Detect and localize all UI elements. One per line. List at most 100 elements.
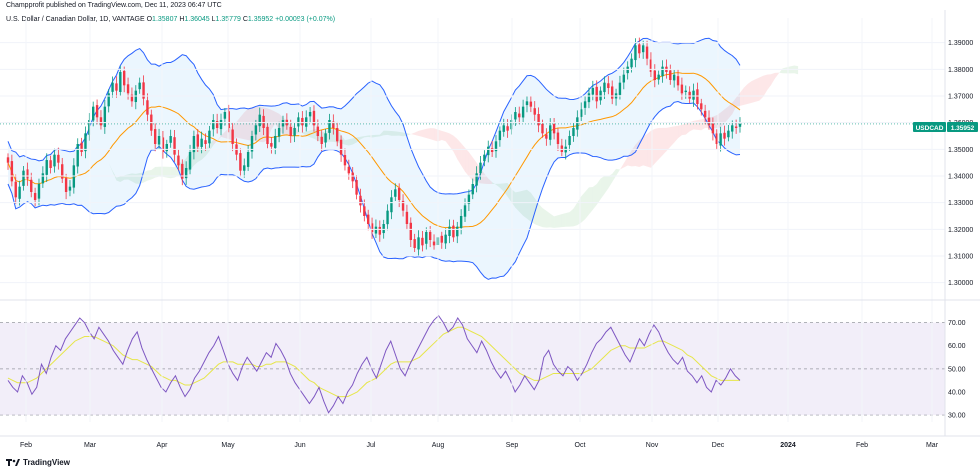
cloud-segment: [445, 132, 450, 147]
x-tick-label: Jul: [367, 442, 376, 449]
candle-body: [638, 44, 641, 54]
candle-body: [521, 106, 525, 118]
candle-body: [6, 157, 10, 163]
candle-body: [80, 142, 83, 152]
candle-body: [111, 82, 114, 92]
candle-body: [723, 132, 726, 139]
candle-body: [518, 113, 521, 118]
cloud-segment: [681, 123, 686, 136]
candle-body: [219, 120, 223, 130]
cloud-segment: [387, 130, 392, 136]
high-label: H: [179, 16, 185, 23]
candle-body: [463, 205, 467, 217]
tradingview-logo-icon: [6, 459, 20, 466]
candle-body: [161, 137, 165, 152]
x-tick-label: Apr: [157, 442, 169, 449]
candle-body: [475, 173, 478, 186]
footer-brand-label: TradingView: [23, 458, 70, 467]
candle-body: [587, 93, 591, 103]
candle-body: [401, 200, 405, 211]
candle-body: [363, 206, 366, 216]
candle-body: [196, 134, 199, 147]
cloud-segment: [689, 120, 694, 132]
candle-body: [177, 155, 180, 166]
price-tick-label: 1.30000: [948, 280, 973, 287]
candle-body: [250, 136, 254, 152]
candle-body: [676, 76, 680, 86]
candle-body: [707, 117, 711, 126]
cloud-segment: [418, 129, 423, 137]
cloud-segment: [151, 166, 156, 180]
cloud-segment: [554, 215, 558, 228]
candle-body: [580, 109, 583, 117]
candle-body: [692, 90, 695, 100]
cloud-segment: [399, 131, 404, 137]
cloud-segment: [395, 131, 400, 136]
candle-body: [61, 164, 64, 179]
candle-body: [409, 222, 412, 240]
candle-body: [510, 120, 513, 130]
candle-body: [270, 143, 273, 147]
cloud-segment: [767, 74, 771, 91]
candle-body: [200, 138, 203, 147]
footer-brand[interactable]: TradingView: [6, 458, 70, 467]
candle-body: [487, 146, 490, 156]
cloud-segment: [569, 208, 574, 227]
cloud-segment: [375, 134, 380, 137]
cloud-segment: [275, 111, 280, 130]
cloud-segment: [643, 133, 648, 167]
candle-body: [30, 179, 33, 192]
candle-body: [634, 45, 637, 61]
cloud-segment: [217, 135, 222, 142]
candle-body: [301, 117, 304, 126]
cloud-segment: [201, 148, 206, 160]
candle-body: [351, 172, 354, 182]
symbol-title: U.S. Dollar / Canadian Dollar, 1D, VANTA…: [6, 16, 145, 23]
candle-body: [215, 121, 219, 128]
candle-body: [641, 45, 645, 53]
candle-body: [727, 130, 730, 138]
candle-body: [293, 128, 296, 136]
close-label: C: [242, 16, 248, 23]
candle-body: [22, 170, 25, 186]
cloud-segment: [391, 131, 396, 136]
candle-body: [661, 66, 664, 77]
candle-body: [622, 74, 626, 83]
candle-body: [382, 224, 385, 234]
cloud-segment: [770, 72, 775, 86]
candle-body: [386, 210, 389, 225]
candle-body: [107, 93, 110, 107]
candle-body: [122, 70, 126, 86]
cloud-segment: [701, 118, 706, 131]
price-tick-label: 1.35000: [948, 147, 973, 154]
candle-body: [208, 130, 211, 144]
candle-body: [324, 133, 327, 143]
cloud-segment: [526, 189, 531, 222]
candle-body: [560, 145, 564, 152]
cloud-segment: [778, 68, 783, 74]
cloud-segment: [519, 190, 524, 216]
rsi-pane: 70.00 60.00 50.00 40.00 30.00: [0, 314, 966, 420]
cloud-segment: [763, 74, 768, 97]
candle-body: [347, 166, 351, 174]
cloud-segment: [348, 138, 353, 146]
candle-body: [684, 90, 687, 93]
cloud-segment: [685, 122, 690, 135]
bollinger-upper: [7, 37, 741, 195]
cloud-segment: [197, 147, 202, 162]
cloud-segment: [271, 109, 276, 130]
candle-body: [289, 126, 292, 136]
cloud-segment: [585, 187, 589, 220]
candle-body: [76, 144, 79, 167]
cloud-segment: [619, 163, 624, 170]
candle-body: [471, 184, 474, 195]
candle-body: [370, 223, 374, 232]
candle-body: [397, 187, 401, 200]
candle-body: [731, 125, 734, 132]
candle-body: [146, 100, 149, 115]
price-tick-label: 1.39000: [948, 40, 973, 47]
rsi-tick-label: 70.00: [948, 320, 966, 327]
cloud-segment: [747, 81, 752, 104]
cloud-segment: [465, 147, 469, 177]
